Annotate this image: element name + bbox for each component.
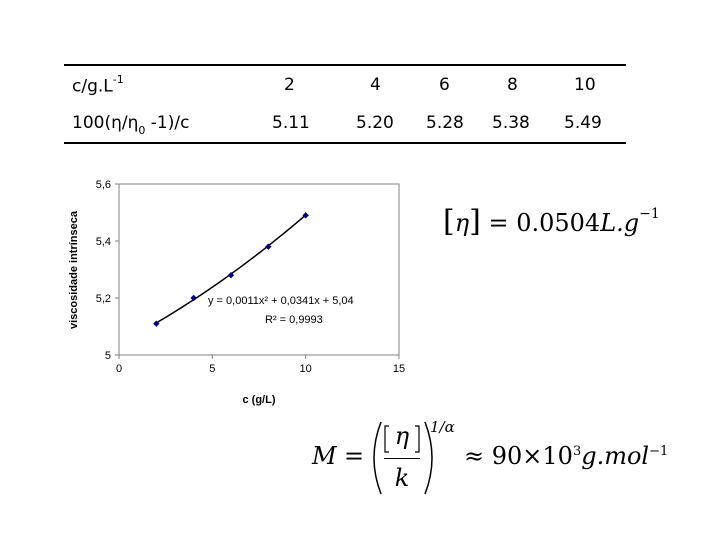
data-table: c/g.L-1 2 4 6 8 10 100(η/η0 -1)/c 5.11 5… [64,64,626,144]
table-row-viscosity: 100(η/η0 -1)/c 5.11 5.20 5.28 5.38 5.49 [64,104,626,142]
row-label-concentration: c/g.L-1 [72,73,124,97]
y-tick-label: 5,4 [96,236,111,248]
table-row-concentration: c/g.L-1 2 4 6 8 10 [64,66,626,104]
data-point [153,320,160,327]
data-point [302,212,309,219]
row-label-viscosity: 100(η/η0 -1)/c [72,113,190,138]
fraction-bar [384,458,420,459]
x-tick-label: 5 [209,363,215,375]
eta-unit: L.g [600,209,640,237]
fraction-numerator: η [394,422,410,450]
mass-symbol: M [312,442,337,470]
data-point [227,272,235,279]
viscosity-cell: 5.38 [492,113,530,133]
intrinsic-viscosity-formula: [η] = 0.0504L.g−1 [443,204,660,239]
data-point [190,294,197,302]
mass-power: 1/α [430,418,455,436]
eta-value: = 0.0504 [488,209,601,237]
viscosity-cell: 5.49 [564,113,602,133]
concentration-cell: 6 [439,75,450,95]
approx-value: ≈ 90×103g.mol−1 [464,442,669,470]
x-tick-label: 15 [393,363,405,375]
concentration-cell: 8 [507,75,518,95]
viscosity-cell: 5.20 [356,113,394,133]
y-tick-label: 5,2 [96,293,111,305]
eta-unit-exponent: −1 [639,206,660,222]
fraction-denominator: k [394,464,410,492]
y-tick-label: 5 [105,350,111,362]
bracket-left: [ [443,204,455,239]
eta-symbol: η [454,209,470,237]
table-bottom-rule [64,142,626,144]
x-tick-label: 10 [300,363,312,375]
concentration-cell: 10 [574,75,596,95]
data-point [265,243,272,250]
plot-area-border [118,183,400,356]
x-axis-label: c (g/L) [243,394,276,406]
mass-equals: = [344,442,365,470]
viscosity-cell: 5.11 [272,113,310,133]
parentheses-icon [373,421,433,495]
bracket-right: ] [469,204,481,239]
trendline-equation: y = 0,0011x² + 0,0341x + 5,04 [208,295,354,307]
viscosity-cell: 5.28 [426,113,464,133]
concentration-cell: 2 [284,75,295,95]
concentration-cell: 4 [370,75,381,95]
x-tick-label: 0 [116,363,122,375]
trendline-r-squared: R² = 0,9993 [265,314,323,326]
y-tick-label: 5,6 [96,179,111,191]
y-axis-label: viscosidade intrínseca [68,210,80,329]
table-top-rule [64,64,626,66]
molar-mass-formula: M = η k 1/α ≈ 90×103g.mol−1 [312,418,672,498]
